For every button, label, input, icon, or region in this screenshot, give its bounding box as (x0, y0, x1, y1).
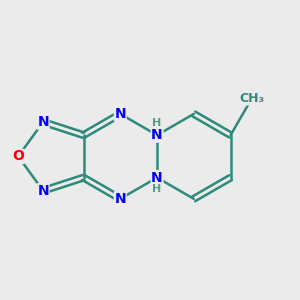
Text: N: N (115, 192, 126, 206)
Text: N: N (115, 107, 126, 121)
Text: N: N (37, 184, 49, 198)
Text: CH₃: CH₃ (239, 92, 264, 105)
Text: N: N (37, 115, 49, 129)
Text: O: O (12, 149, 24, 164)
Text: H: H (152, 118, 162, 128)
Text: H: H (152, 184, 162, 194)
Text: N: N (151, 171, 163, 184)
Text: N: N (151, 128, 163, 142)
